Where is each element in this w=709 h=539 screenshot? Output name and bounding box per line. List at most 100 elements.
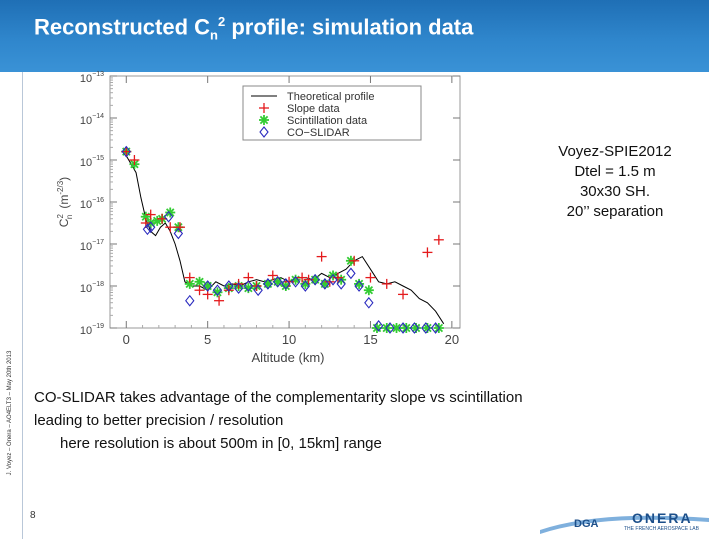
coslidar-data-point [373,320,384,332]
x-axis-label: Altitude (km) [252,350,325,365]
note-line: 30x30 SH. [579,183,651,200]
legend-marker [259,126,269,138]
slope-data-point [316,251,327,262]
coslidar-data-point [328,273,338,286]
legend-box [242,85,422,141]
x-tick-label: 10 [282,332,296,347]
coslidar-data-point [253,284,263,297]
page-number: 8 [30,510,36,521]
slide-title: Reconstructed Cn2 profile: simulation da… [34,14,474,43]
note-line: 20’’ separation [566,203,664,220]
scintillation-data-point [433,323,444,333]
legend-marker [259,103,269,113]
x-tick-label: 0 [123,332,130,347]
slope-data-point [398,289,409,300]
coslidar-data-point [272,275,283,288]
coslidar-data-point [320,278,330,290]
y-axis-label: C2n(m-2/3) [56,177,74,227]
coslidar-data-point [243,280,254,292]
coslidar-data-point [398,322,408,334]
scintillation-data-point [354,278,365,289]
coslidar-data-point [385,322,395,334]
title-bar: Reconstructed Cn2 profile: simulation da… [0,0,709,72]
slope-data-point [194,285,205,296]
coslidar-data-point [263,278,273,290]
coslidar-data-point [346,267,356,280]
y-tick-label: 10−17 [80,239,104,253]
slope-data-point [422,247,433,258]
y-tick-label: 10−19 [80,323,104,337]
legend-label: CO−SLIDAR [287,127,350,139]
body-line: leading to better precision / resolution [34,412,284,429]
coslidar-data-point [121,145,131,158]
dga-logo: DGA [574,518,599,530]
coslidar-data-point [310,273,320,286]
coslidar-data-point [336,278,346,290]
coslidar-data-point [173,227,184,240]
onera-tagline: THE FRENCH AEROSPACE LAB [624,526,699,532]
x-tick-label: 20 [445,332,459,347]
slope-data-point [214,295,225,306]
slope-data-point [157,213,168,224]
y-tick-label: 10−16 [80,197,104,211]
svg-text:C2n(m-2/3): C2n(m-2/3) [56,177,74,227]
legend-label: Scintillation data [287,115,368,127]
slope-data-point [381,278,392,289]
coslidar-data-point [185,294,195,307]
legend-label: Theoretical profile [287,91,374,103]
simulation-notes: Voyez-SPIE2012 Dtel = 1.5 m 30x30 SH. 20… [545,142,685,222]
y-tick-label: 10−15 [80,155,104,169]
side-footer-text: J. Voyez – Onera – AO4ELT3 – May 20th 20… [7,350,13,476]
scintillation-data-point [194,276,205,287]
y-tick-labels: 10−13 10−14 10−15 10−16 10−17 10−18 10−19 [80,71,104,337]
logos: DGA ONERA THE FRENCH AEROSPACE LAB [540,500,709,539]
y-tick-label: 10−18 [80,281,104,295]
body-line: here resolution is about 500m in [0, 15k… [60,435,382,452]
coslidar-data-point [142,223,153,236]
slope-data-point [365,272,376,283]
data-series [121,145,445,334]
coslidar-data-point [212,284,223,297]
scintillation-data-point [363,285,374,296]
slope-data-point [433,234,444,245]
onera-logo: ONERA [632,510,693,526]
slope-data-point [332,272,343,283]
axis-ticks [110,75,460,329]
slope-data-point [297,272,308,283]
slope-data-point [267,270,278,281]
coslidar-data-point [281,278,291,290]
coslidar-data-point [300,280,311,292]
slope-data-point [145,209,156,220]
x-tick-label: 15 [363,332,377,347]
scintillation-data-point [381,323,392,333]
cn2-profile-chart: 10−13 10−14 10−15 10−16 10−17 10−18 10−19 0 5 10… [56,71,461,365]
scintillation-data-point [401,323,412,333]
note-line: Voyez-SPIE2012 [558,143,672,160]
coslidar-data-point [409,322,420,334]
legend-marker [259,115,269,125]
coslidar-data-point [290,275,301,288]
legend-label: Slope data [287,103,340,115]
x-tick-labels: 0 5 10 15 20 [123,332,459,347]
coslidar-data-point [233,282,244,294]
coslidar-data-point [354,280,364,292]
x-tick-label: 5 [204,332,211,347]
scintillation-data-point [391,323,402,333]
coslidar-data-point [224,280,234,292]
slope-data-point [165,222,176,233]
scintillation-data-point [165,207,176,218]
conclusion-text: CO-SLIDAR takes advantage of the complem… [34,386,523,455]
coslidar-data-point [364,296,374,309]
slope-data-point [184,272,195,283]
coslidar-data-point [163,210,174,223]
coslidar-data-point [421,322,431,334]
slope-data-point [129,155,140,165]
coslidar-data-point [145,221,156,234]
y-tick-label: 10−14 [80,113,104,127]
slope-data-point [251,281,262,291]
y-tick-label: 10−13 [80,71,104,85]
coslidar-data-point [202,280,213,292]
left-divider [22,72,23,539]
body-line: CO-SLIDAR takes advantage of the complem… [34,389,523,406]
